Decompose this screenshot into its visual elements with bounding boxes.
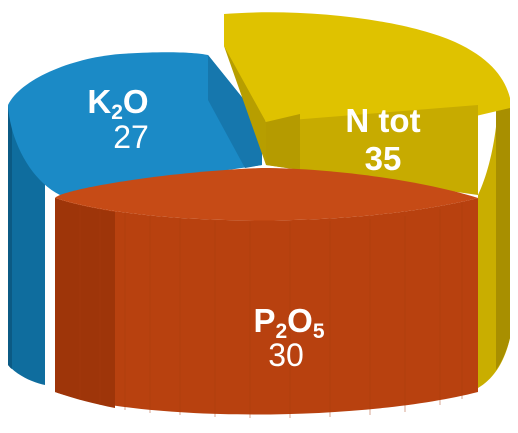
ntot-value: 35 [365, 140, 402, 177]
k2o-label: K2O [87, 83, 148, 124]
slice-k2o-top [8, 52, 262, 195]
ntot-label: N tot [345, 102, 420, 139]
k2o-value: 27 [113, 119, 149, 155]
slice-p2o5-top [55, 168, 478, 221]
p2o5-value: 30 [268, 337, 304, 373]
slice-p2o5 [55, 168, 478, 418]
slice-k2o-side-dark [8, 105, 12, 369]
p2o5-label: P2O5 [253, 302, 324, 343]
slice-k2o [8, 52, 262, 385]
slice-ntot-side-darker [496, 98, 510, 370]
slice-p2o5-facets [79, 203, 463, 418]
slice-k2o-cut [208, 55, 262, 168]
slice-ntot-front-shade [266, 114, 300, 170]
slice-p2o5-side [55, 198, 478, 415]
slice-p2o5-side-left [55, 198, 115, 408]
